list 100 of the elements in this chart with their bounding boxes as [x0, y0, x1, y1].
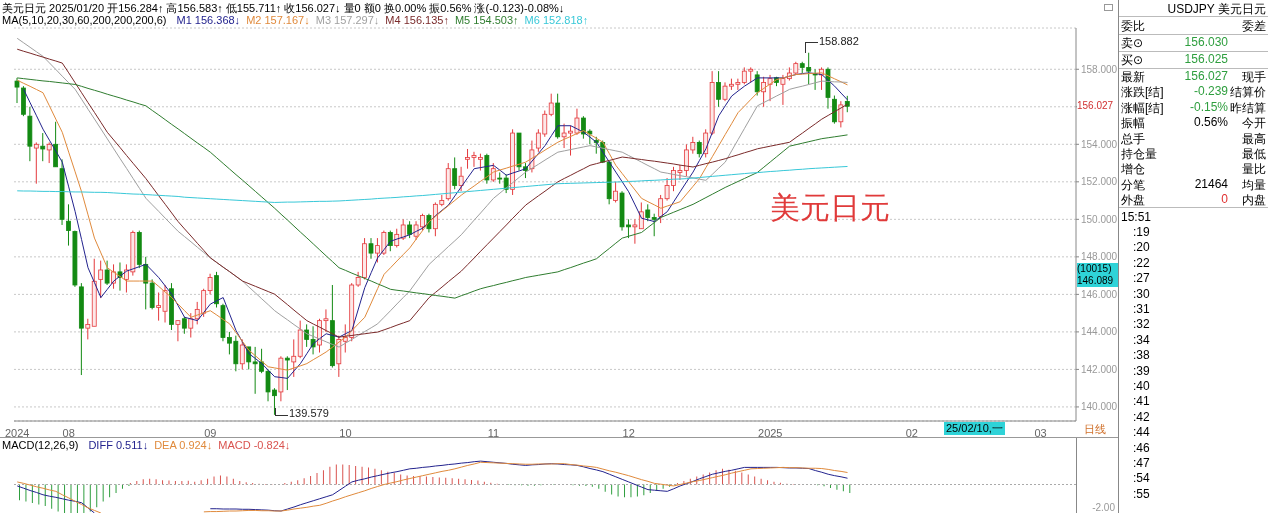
- category-label: 今开: [1242, 116, 1266, 131]
- x-tick-label: 09: [204, 426, 217, 439]
- text: M4 156.135↑: [385, 14, 449, 26]
- text: 156.025: [1184, 52, 1228, 66]
- text: -2.00: [1092, 502, 1115, 513]
- candlestick: [548, 93, 554, 117]
- candlestick: [175, 320, 181, 342]
- candlestick: [400, 218, 406, 241]
- category-label: 涨幅[结]: [1121, 99, 1164, 117]
- candlestick: [85, 318, 91, 340]
- legend-title: MA(5,10,20,30,60,200,200,200,6): [2, 14, 167, 26]
- x-tick-label: 02: [905, 426, 918, 439]
- text: :54: [1133, 471, 1150, 486]
- text: :55: [1133, 486, 1150, 501]
- category-label: 最低: [1242, 147, 1266, 161]
- text: :20: [1133, 240, 1150, 255]
- text: 15:51: [1121, 209, 1152, 224]
- text: :41: [1133, 394, 1150, 409]
- candlestick: [284, 355, 290, 391]
- candlestick: [613, 181, 618, 203]
- x-tick-label: 11: [487, 426, 500, 439]
- candlestick: [651, 213, 657, 237]
- candlestick: [754, 70, 760, 97]
- text: :31: [1133, 302, 1150, 316]
- candlestick: [291, 338, 297, 378]
- category-label: 最高: [1242, 131, 1266, 146]
- y-tick-label: 158.000: [1081, 63, 1118, 75]
- text: :34: [1133, 332, 1150, 347]
- text: 0: [1221, 192, 1228, 207]
- x-tick-label: 03: [1034, 426, 1047, 439]
- text: 25/02/10,一: [944, 422, 1005, 435]
- candlestick: [368, 237, 374, 260]
- category-label: 振幅: [1121, 115, 1145, 133]
- annotation: 美元日元: [770, 190, 890, 226]
- category-label: 量比: [1242, 162, 1266, 177]
- text: :42: [1133, 409, 1150, 424]
- x-tick-label: 2025: [758, 426, 783, 439]
- text: DIFF 0.511↓: [88, 439, 149, 451]
- text: :47: [1133, 456, 1150, 470]
- chart-title: 美元日元 2025/01/20 开156.284↑ 高156.583↑ 低155.711↑ 收156.027↓ 量0 额0 换0.00% 振0.56% 涨(-0.123)-0.08%↓: [2, 1, 565, 16]
- category-label: 买⊙: [1121, 52, 1144, 69]
- y-tick-label: 140.000: [1081, 401, 1118, 413]
- category-label: 委差: [1242, 19, 1266, 33]
- candlestick: [716, 70, 721, 108]
- candlestick: [838, 100, 844, 128]
- category-label: 昨结算: [1230, 100, 1266, 115]
- text: :38: [1133, 348, 1150, 363]
- y-tick-label: 148.000: [1081, 251, 1118, 263]
- candlestick: [387, 230, 393, 252]
- y-tick-label: 154.000: [1081, 138, 1118, 150]
- candlestick: [66, 203, 71, 247]
- category-label: 总手: [1121, 130, 1145, 148]
- text: :27: [1133, 271, 1150, 286]
- text: M2 157.167↓: [246, 14, 310, 26]
- text: M6 152.818↑: [524, 14, 589, 26]
- annotation: 139.579: [289, 407, 329, 419]
- candlestick: [239, 338, 245, 370]
- text: 156.030: [1184, 35, 1228, 49]
- category-label: 结算价: [1230, 85, 1266, 100]
- text: :39: [1133, 363, 1150, 378]
- candlestick: [832, 95, 837, 125]
- text: M1 156.368↓: [176, 14, 241, 26]
- x-tick-label: 12: [622, 426, 635, 439]
- category-label: 外盘: [1121, 192, 1145, 210]
- candlestick: [104, 260, 110, 286]
- y-tick-label: 146.000: [1081, 288, 1118, 300]
- category-label: 涨跌[结]: [1121, 84, 1164, 102]
- candlestick: [40, 132, 46, 162]
- category-label: 委比: [1121, 18, 1145, 35]
- category-label: 卖⊙: [1121, 35, 1144, 52]
- text: 21464: [1194, 176, 1228, 191]
- candlestick: [452, 156, 458, 190]
- text: :44: [1133, 425, 1150, 440]
- text: M3 157.297↓: [315, 14, 380, 26]
- annotation: 158.882: [819, 35, 859, 47]
- candlestick: [33, 141, 39, 185]
- x-tick-label: 08: [62, 426, 75, 439]
- text: M5 154.503↑: [454, 14, 519, 26]
- candlestick: [812, 68, 818, 91]
- text: -0.15%: [1189, 99, 1228, 114]
- category-label: 分笔: [1121, 176, 1145, 194]
- legend-title: MACD(12,26,9): [2, 439, 79, 451]
- candlestick: [53, 121, 59, 168]
- category-label: 现手: [1242, 70, 1266, 84]
- y-tick-label: 142.000: [1081, 363, 1118, 375]
- text: DEA 0.924↓: [154, 439, 213, 451]
- text: :46: [1133, 440, 1150, 455]
- text: 156.027: [1077, 100, 1114, 112]
- category-label: 最新: [1121, 69, 1145, 86]
- text: 日线: [1084, 422, 1106, 437]
- text: :22: [1133, 255, 1150, 270]
- candlestick: [458, 166, 464, 192]
- text: 156.027: [1184, 69, 1228, 83]
- y-tick-label: 144.000: [1081, 326, 1118, 338]
- text: :19: [1133, 225, 1150, 239]
- candlestick: [46, 141, 52, 164]
- candlestick: [188, 312, 194, 339]
- text: -0.239: [1193, 84, 1228, 99]
- text: :30: [1133, 286, 1150, 301]
- text: :32: [1133, 317, 1150, 332]
